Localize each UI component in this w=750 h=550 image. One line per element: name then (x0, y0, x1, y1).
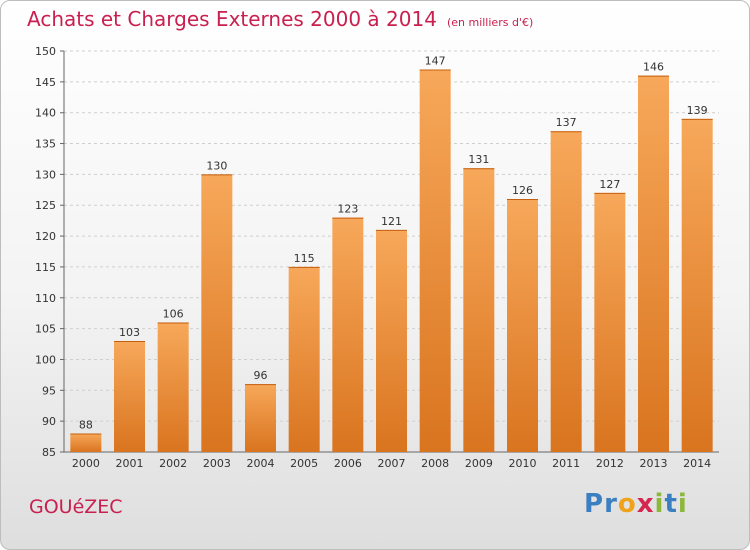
data-labels: 88 103 106 130 96 115 123 121 147 131 126 137 127 146… (79, 55, 708, 432)
logo-letter: x (636, 489, 655, 519)
y-tick-label: 120 (35, 230, 56, 243)
y-tick-label: 135 (35, 138, 56, 151)
y-tick-label: 130 (35, 168, 56, 181)
data-label-2005: 115 (294, 252, 315, 265)
data-label-2012: 127 (599, 178, 620, 191)
bar-2002 (157, 322, 189, 452)
bar-2012 (594, 192, 626, 452)
bar-2004 (245, 384, 276, 452)
y-tick-label: 140 (35, 107, 56, 120)
bar-2011 (550, 131, 582, 452)
logo-letter: o (617, 489, 637, 519)
bar-2009 (463, 168, 495, 452)
y-tick-label: 85 (42, 446, 56, 459)
data-label-2006: 123 (337, 203, 358, 216)
x-tick-label: 2010 (509, 457, 537, 470)
data-label-2001: 103 (119, 326, 140, 339)
data-label-2009: 131 (468, 153, 489, 166)
y-tick-label: 150 (35, 45, 56, 58)
title-unit: (en milliers d'€) (446, 16, 534, 29)
data-label-2007: 121 (381, 215, 402, 228)
data-label-2013: 146 (643, 61, 664, 74)
title-text: Achats et Charges Externes 2000 à 2014 (27, 7, 437, 31)
logo-letter: P (584, 489, 605, 519)
data-label-2010: 126 (512, 184, 533, 197)
x-tick-label: 2007 (378, 457, 406, 470)
bar-2001 (114, 340, 145, 452)
bar-2010 (507, 199, 538, 452)
y-tick-label: 100 (35, 353, 56, 366)
bar-2007 (376, 229, 407, 452)
bar-2003 (201, 174, 233, 452)
y-tick-label: 95 (42, 384, 56, 397)
chart-title: Achats et Charges Externes 2000 à 2014 (e… (27, 7, 533, 31)
bar-2014 (681, 118, 713, 452)
data-label-2008: 147 (425, 55, 446, 68)
x-tick-labels: 2000 2001 2002 2003 2004 2005 2006 2007 2008 2009… (72, 457, 711, 470)
y-tick-label: 115 (35, 261, 56, 274)
y-tick-label: 110 (35, 292, 56, 305)
logo-letter: i (654, 489, 665, 519)
logo-letter: t (664, 489, 678, 519)
y-tick-label: 105 (35, 323, 56, 336)
logo-letter: i (677, 489, 688, 519)
bar-2005 (288, 266, 320, 452)
x-tick-label: 2002 (159, 457, 187, 470)
x-tick-label: 2009 (465, 457, 493, 470)
x-tick-label: 2013 (640, 457, 668, 470)
proxiti-logo: Proxiti (584, 489, 688, 519)
y-tick-label: 90 (42, 415, 56, 428)
bar-2013 (638, 75, 669, 452)
x-tick-label: 2004 (247, 457, 275, 470)
x-tick-label: 2012 (596, 457, 624, 470)
commune-name: GOUéZEC (29, 496, 123, 518)
x-tick-label: 2003 (203, 457, 231, 470)
data-label-2011: 137 (556, 116, 577, 129)
x-tick-label: 2008 (421, 457, 449, 470)
data-label-2002: 106 (163, 307, 184, 320)
data-label-2004: 96 (254, 369, 268, 382)
y-tick-label: 125 (35, 199, 56, 212)
bar-2006 (332, 217, 364, 452)
bars (70, 69, 713, 452)
bar-2000 (70, 433, 102, 452)
data-label-2003: 130 (206, 159, 227, 172)
y-tick-labels: 85 90 95 100 105 110 115 120 125 130 135 140 145 150 (35, 45, 56, 459)
data-label-2000: 88 (79, 418, 93, 431)
bar-2008 (419, 69, 451, 452)
x-tick-label: 2001 (116, 457, 144, 470)
data-label-2014: 139 (687, 104, 708, 117)
x-tick-label: 2006 (334, 457, 362, 470)
y-tick-label: 145 (35, 76, 56, 89)
logo-letter: r (604, 489, 618, 519)
x-tick-label: 2011 (552, 457, 580, 470)
x-tick-label: 2014 (683, 457, 711, 470)
x-tick-label: 2005 (290, 457, 318, 470)
x-tick-label: 2000 (72, 457, 100, 470)
